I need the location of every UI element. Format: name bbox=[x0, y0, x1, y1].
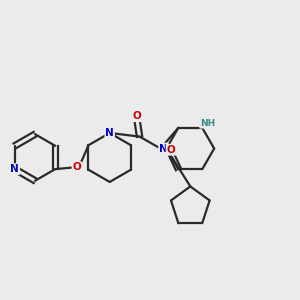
Text: N: N bbox=[159, 143, 168, 154]
Text: N: N bbox=[11, 164, 19, 174]
Text: NH: NH bbox=[200, 119, 215, 128]
Text: N: N bbox=[105, 128, 114, 138]
Text: O: O bbox=[167, 145, 175, 155]
Text: O: O bbox=[133, 111, 142, 121]
Text: O: O bbox=[73, 162, 81, 172]
